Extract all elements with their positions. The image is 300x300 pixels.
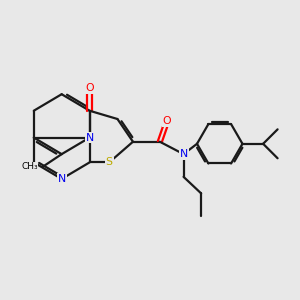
Text: O: O [163, 116, 171, 126]
Text: O: O [85, 83, 94, 93]
Text: N: N [58, 174, 66, 184]
Text: CH₃: CH₃ [21, 162, 38, 171]
Text: N: N [179, 149, 188, 159]
Text: S: S [106, 158, 113, 167]
Text: N: N [85, 133, 94, 142]
